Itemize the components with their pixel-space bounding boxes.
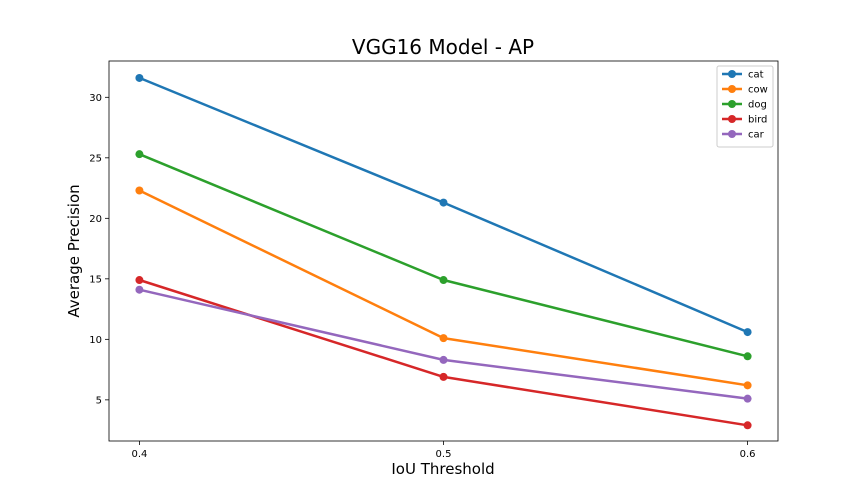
legend-item-cat: cat [722,70,764,81]
legend-swatch-marker [728,115,736,123]
series-cat [135,73,752,337]
data-point-dog [743,352,752,361]
series-dog [135,150,752,361]
legend-item-cow: cow [722,85,768,96]
legend-item-bird: bird [722,115,767,126]
y-axis: 5 10 15 20 25 30 [89,93,109,406]
series-bird [135,276,752,430]
data-point-cat [135,73,144,82]
legend-label: cow [748,85,768,96]
legend-swatch-marker [728,70,736,78]
legend-label: cat [748,70,764,81]
y-tick-label: 20 [89,214,102,225]
y-tick-label: 25 [89,153,102,164]
data-point-car [135,285,144,294]
legend: cat cow dog bird car [716,65,774,148]
legend-label: dog [748,100,767,111]
x-tick-label: 0.6 [740,449,756,460]
series-cow [135,186,752,390]
series-car [135,285,752,403]
data-point-cow [135,186,144,195]
data-point-dog [439,276,448,285]
legend-swatch-marker [728,85,736,93]
data-point-cow [439,334,448,343]
legend-item-dog: dog [722,100,767,111]
chart-title: VGG16 Model - AP [352,35,534,59]
series-line-bird [139,278,748,427]
data-point-dog [135,150,144,159]
legend-label: bird [748,115,767,126]
legend-swatch-marker [728,130,736,138]
y-tick-label: 5 [96,395,102,406]
data-point-cat [439,198,448,207]
legend-label: car [748,130,765,141]
y-tick-label: 15 [89,274,102,285]
data-point-cow [743,381,752,390]
legend-swatch-marker [728,100,736,108]
data-point-bird [135,276,144,285]
series-line-dog [138,153,748,358]
data-point-bird [743,421,752,430]
x-tick-label: 0.5 [436,449,452,460]
series-line-car [139,288,748,400]
data-point-bird [439,372,448,381]
y-tick-label: 10 [89,335,102,346]
data-point-cat [743,328,752,337]
plot-frame [108,60,779,442]
x-tick-label: 0.4 [131,449,147,460]
plot-area [108,60,779,442]
data-point-car [743,394,752,403]
x-axis-title: IoU Threshold [391,460,494,478]
data-point-car [439,355,448,364]
x-axis: 0.4 0.5 0.6 [131,441,756,460]
y-axis-title: Average Precision [65,184,83,317]
y-tick-label: 30 [89,93,102,104]
legend-item-car: car [722,130,765,141]
